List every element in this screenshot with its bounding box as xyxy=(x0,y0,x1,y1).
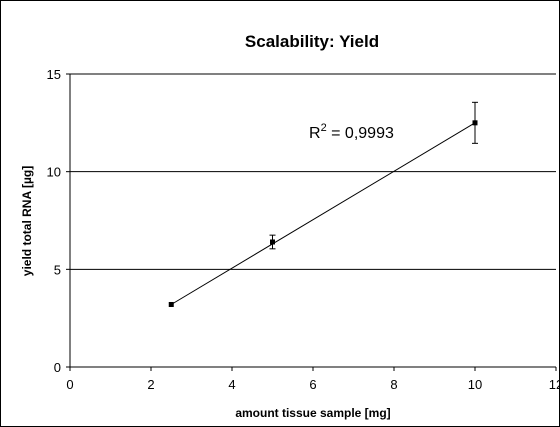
y-tick-label-5: 5 xyxy=(54,262,61,277)
x-tick-label-0: 0 xyxy=(66,377,73,392)
gridlines xyxy=(70,73,556,270)
data-points xyxy=(168,120,478,307)
r-squared-base: R xyxy=(309,125,321,142)
x-tick-label-4: 4 xyxy=(228,377,235,392)
tick-labels: 0 5 10 15 0 2 4 6 8 10 12 xyxy=(47,67,559,392)
x-tick-label-6: 6 xyxy=(309,377,316,392)
r-squared-annotation: R2 = 0,9993 xyxy=(309,122,394,142)
x-tick-label-2: 2 xyxy=(147,377,154,392)
data-point-2 xyxy=(472,120,478,126)
y-tick-label-15: 15 xyxy=(47,67,61,82)
x-tick-label-8: 8 xyxy=(390,377,397,392)
y-tick-label-10: 10 xyxy=(47,165,61,180)
x-axis-label: amount tissue sample [mg] xyxy=(235,406,390,420)
data-point-0 xyxy=(168,301,174,307)
trendline-group xyxy=(170,122,476,305)
x-tick-label-12: 12 xyxy=(549,377,559,392)
axes xyxy=(66,73,557,371)
trendline xyxy=(170,122,476,305)
r-squared-superscript: 2 xyxy=(321,122,327,134)
chart-title: Scalability: Yield xyxy=(245,32,379,51)
y-axis-label: yield total RNA [µg] xyxy=(20,166,34,276)
x-tick-label-10: 10 xyxy=(468,377,482,392)
r-squared-value: = 0,9993 xyxy=(327,125,394,142)
data-point-1 xyxy=(270,239,275,245)
y-tick-label-0: 0 xyxy=(54,360,61,375)
